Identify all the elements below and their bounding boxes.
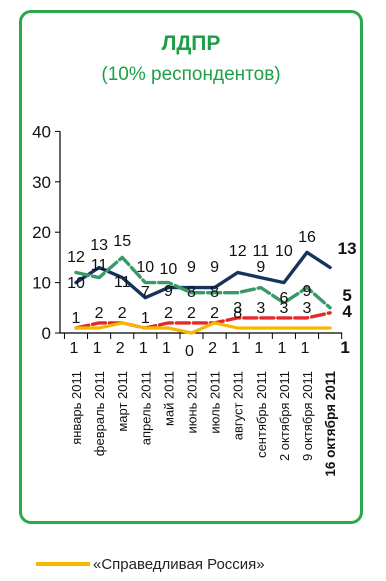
data-label-s1: 9 (187, 259, 196, 276)
x-tick-label: июль 2011 (208, 371, 223, 434)
data-label-s0: 12 (229, 243, 247, 260)
series-line-1 (74, 255, 332, 310)
data-label-s1: 9 (210, 259, 219, 276)
legend-label: «Справедливая Россия» (93, 556, 265, 573)
y-tick-label: 20 (32, 223, 51, 242)
x-tick-label: 2 октября 2011 (277, 371, 292, 461)
data-label-s3: 1 (301, 340, 310, 357)
y-tick-label: 0 (42, 324, 51, 343)
data-label-s2: 1 (141, 310, 150, 327)
data-label-s2: 2 (95, 305, 104, 322)
data-label-s2: 3 (233, 300, 242, 317)
data-label-s0: 7 (141, 284, 150, 301)
data-label-s2: 3 (303, 300, 312, 317)
data-label-s3: 1 (277, 340, 286, 357)
data-label-s3: 1 (162, 340, 171, 357)
x-tick-label: февраль 2011 (92, 371, 107, 456)
data-label-s1: 15 (113, 233, 131, 250)
data-label-s1: 12 (67, 249, 85, 266)
x-tick-label: март 2011 (115, 371, 130, 432)
series-line-3 (74, 321, 332, 335)
data-label-s1: 9 (303, 283, 312, 300)
data-label-s1: 5 (342, 286, 351, 305)
data-label-s0: 11 (114, 274, 131, 291)
data-label-s3: 1 (340, 338, 349, 357)
chart-title: ЛДПР (162, 32, 221, 55)
data-label-s1: 6 (279, 290, 288, 307)
data-label-s3: 0 (185, 343, 194, 360)
data-label-s2: 4 (342, 302, 352, 321)
x-tick-label: август 2011 (231, 371, 246, 440)
chart-subtitle: (10% респондентов) (101, 64, 280, 85)
data-label-s0: 10 (275, 243, 293, 260)
data-label-s3: 2 (116, 340, 125, 357)
data-label-s0: 8 (210, 284, 219, 301)
x-tick-label: 16 октября 2011 (323, 371, 338, 477)
series-layer (74, 250, 332, 335)
data-label-s2: 2 (164, 305, 173, 322)
chart-card (19, 10, 363, 524)
data-label-s3: 1 (254, 340, 263, 357)
data-label-s3: 2 (208, 340, 217, 357)
data-label-s2: 2 (210, 305, 219, 322)
x-tick-label: сентябрь 2011 (254, 371, 269, 458)
legend: «Справедливая Россия» (36, 556, 265, 573)
data-label-s3: 1 (93, 340, 102, 357)
data-label-s0: 16 (298, 229, 316, 246)
data-label-s1: 10 (160, 261, 178, 278)
data-label-s3: 1 (231, 340, 240, 357)
data-label-s2: 3 (279, 300, 288, 317)
data-label-s3: 1 (139, 340, 148, 357)
data-label-s0: 13 (338, 239, 357, 258)
data-label-s1: 8 (233, 305, 242, 322)
x-tick-label: июнь 2011 (185, 371, 200, 434)
x-tick-label: май 2011 (161, 371, 176, 426)
data-label-s0: 11 (91, 257, 108, 274)
y-tick-label: 40 (32, 122, 51, 141)
data-label-s1: 9 (256, 259, 265, 276)
x-tick-label: 9 октября 2011 (300, 371, 315, 461)
y-tick-label: 30 (32, 173, 51, 192)
data-label-s1: 10 (136, 259, 154, 276)
data-label-s0: 8 (187, 284, 196, 301)
data-label-s1: 13 (90, 237, 108, 254)
x-tick-label: апрель 2011 (138, 371, 153, 445)
data-label-s0: 9 (164, 283, 173, 300)
data-label-s2: 2 (187, 305, 196, 322)
data-label-s0: 10 (67, 275, 85, 292)
data-label-s0: 11 (252, 243, 269, 260)
data-label-s2: 2 (118, 305, 127, 322)
series-line-0 (74, 250, 332, 300)
x-tick-label: январь 2011 (69, 371, 84, 445)
data-label-s3: 1 (70, 340, 79, 357)
y-tick-label: 10 (32, 274, 51, 293)
data-label-s2: 1 (72, 310, 81, 327)
data-label-s2: 3 (256, 300, 265, 317)
